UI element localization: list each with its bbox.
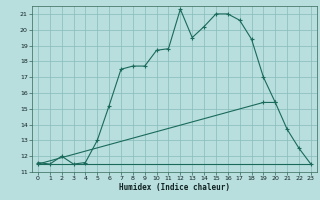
- X-axis label: Humidex (Indice chaleur): Humidex (Indice chaleur): [119, 183, 230, 192]
